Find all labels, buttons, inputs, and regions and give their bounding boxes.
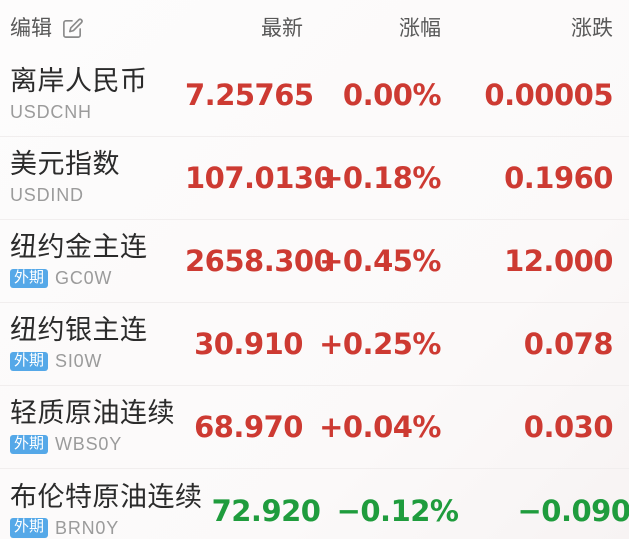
edit-button[interactable]: 编辑 [10, 12, 84, 42]
percent-change: +0.18% [319, 161, 441, 195]
latest-price: 30.910 [194, 327, 303, 361]
price-change: −0.090 [517, 493, 629, 528]
instrument-name: 离岸人民币 [10, 66, 148, 97]
market-badge: 外期 [10, 268, 49, 289]
instrument-cell: 离岸人民币 USDCNH [10, 66, 185, 123]
column-header-change[interactable]: 涨跌 [571, 17, 613, 40]
market-badge: 外期 [10, 351, 49, 372]
quote-row[interactable]: 纽约金主连 外期 GC0W 2658.300 +0.45% 12.000 [0, 220, 629, 303]
instrument-name: 纽约银主连 [10, 315, 148, 346]
instrument-name: 布伦特原油连续 [10, 481, 203, 512]
price-change: 0.078 [523, 327, 614, 361]
instrument-ticker: GC0W [55, 268, 113, 289]
latest-price: 2658.300 [185, 244, 334, 278]
latest-price: 7.25765 [185, 78, 314, 112]
column-header-pct-change[interactable]: 涨幅 [399, 17, 441, 40]
latest-price: 107.0130 [185, 161, 334, 195]
instrument-cell: 纽约金主连 外期 GC0W [10, 232, 185, 289]
instrument-cell: 轻质原油连续 外期 WBS0Y [10, 398, 185, 455]
quote-row[interactable]: 纽约银主连 外期 SI0W 30.910 +0.25% 0.078 [0, 303, 629, 386]
price-change: 0.030 [523, 410, 614, 444]
instrument-cell: 纽约银主连 外期 SI0W [10, 315, 185, 372]
instrument-name: 轻质原油连续 [10, 398, 175, 429]
instrument-ticker: BRN0Y [55, 517, 120, 538]
percent-change: +0.04% [319, 410, 441, 444]
quote-row[interactable]: 离岸人民币 USDCNH 7.25765 0.00% 0.00005 [0, 54, 629, 137]
edit-label: 编辑 [10, 17, 52, 40]
instrument-cell: 美元指数 USDIND [10, 149, 185, 206]
percent-change: 0.00% [342, 78, 442, 112]
quote-row[interactable]: 美元指数 USDIND 107.0130 +0.18% 0.1960 [0, 137, 629, 220]
list-header: 编辑 最新 涨幅 涨跌 [0, 0, 629, 54]
column-header-latest[interactable]: 最新 [261, 17, 303, 40]
percent-change: +0.25% [319, 327, 441, 361]
instrument-ticker: SI0W [55, 351, 103, 372]
instrument-name: 美元指数 [10, 149, 120, 180]
quotes-list: 离岸人民币 USDCNH 7.25765 0.00% 0.00005 美元指数 … [0, 54, 629, 539]
price-change: 0.00005 [484, 78, 613, 112]
price-change: 0.1960 [504, 161, 613, 195]
instrument-name: 纽约金主连 [10, 232, 148, 263]
edit-pencil-icon [61, 17, 84, 40]
instrument-ticker: USDCNH [10, 102, 92, 123]
latest-price: 68.970 [194, 410, 303, 444]
market-badge: 外期 [10, 518, 49, 538]
quote-row[interactable]: 布伦特原油连续 外期 BRN0Y 72.920 −0.12% −0.090 [0, 469, 629, 539]
latest-price: 72.920 [211, 493, 321, 528]
percent-change: +0.45% [319, 244, 441, 278]
quote-row[interactable]: 轻质原油连续 外期 WBS0Y 68.970 +0.04% 0.030 [0, 386, 629, 469]
instrument-ticker: USDIND [10, 185, 84, 206]
instrument-ticker: WBS0Y [55, 434, 123, 455]
market-badge: 外期 [10, 434, 49, 455]
instrument-cell: 布伦特原油连续 外期 BRN0Y [10, 482, 203, 539]
percent-change: −0.12% [336, 493, 459, 528]
price-change: 12.000 [504, 244, 613, 278]
